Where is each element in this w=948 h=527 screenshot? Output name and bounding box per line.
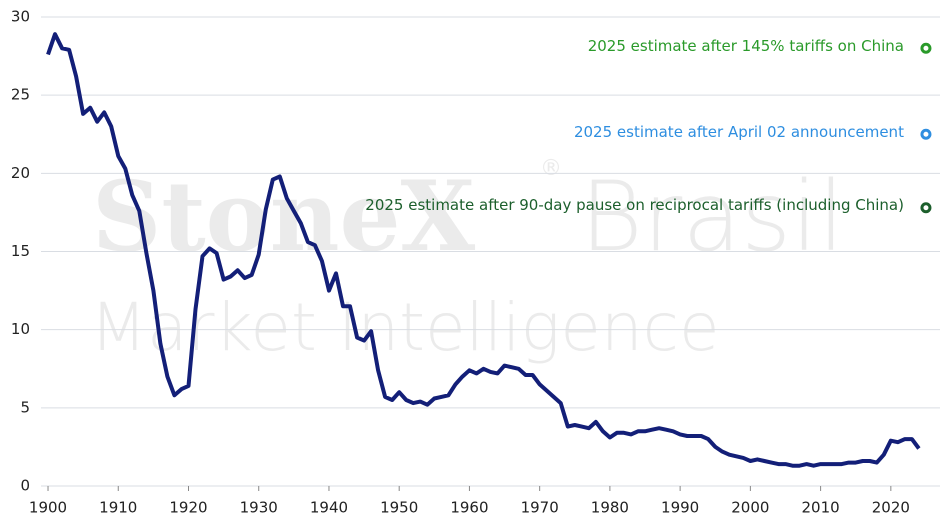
y-tick-label: 10 — [11, 320, 30, 338]
x-tick-label: 2020 — [872, 499, 910, 517]
x-tick-label: 1990 — [661, 499, 699, 517]
x-tick-label: 1900 — [29, 499, 67, 517]
watermark-region: Brasil — [580, 161, 845, 273]
series-line — [46, 32, 921, 468]
estimate-label: 2025 estimate after 145% tariffs on Chin… — [588, 37, 904, 55]
y-tick-label: 15 — [11, 242, 30, 260]
y-tick-label: 30 — [11, 8, 30, 26]
estimate-marker — [920, 128, 932, 140]
x-tick-label: 1920 — [169, 499, 207, 517]
watermark: StoneX ® Brasil Market Intelligence — [90, 156, 845, 366]
watermark-mark: ® — [540, 156, 562, 181]
x-tick-label: 1940 — [310, 499, 348, 517]
x-tick-label: 2000 — [731, 499, 769, 517]
x-tick-label: 1980 — [591, 499, 629, 517]
y-tick-label: 5 — [20, 398, 30, 416]
estimate-marker — [920, 42, 932, 54]
x-tick-label: 1950 — [380, 499, 418, 517]
y-tick-label: 20 — [11, 164, 30, 182]
watermark-unit: Market Intelligence — [90, 289, 720, 366]
x-tick-label: 1970 — [521, 499, 559, 517]
x-tick-label: 2010 — [802, 499, 840, 517]
estimate-label: 2025 estimate after 90-day pause on reci… — [365, 196, 904, 214]
estimate-label: 2025 estimate after April 02 announcemen… — [574, 123, 904, 141]
estimate-marker — [920, 202, 932, 214]
x-tick-label: 1910 — [99, 499, 137, 517]
x-tick-label: 1930 — [240, 499, 278, 517]
y-tick-label: 0 — [20, 477, 30, 495]
x-tick-label: 1960 — [450, 499, 488, 517]
watermark-brand: StoneX — [92, 160, 476, 273]
y-tick-label: 25 — [11, 86, 30, 104]
